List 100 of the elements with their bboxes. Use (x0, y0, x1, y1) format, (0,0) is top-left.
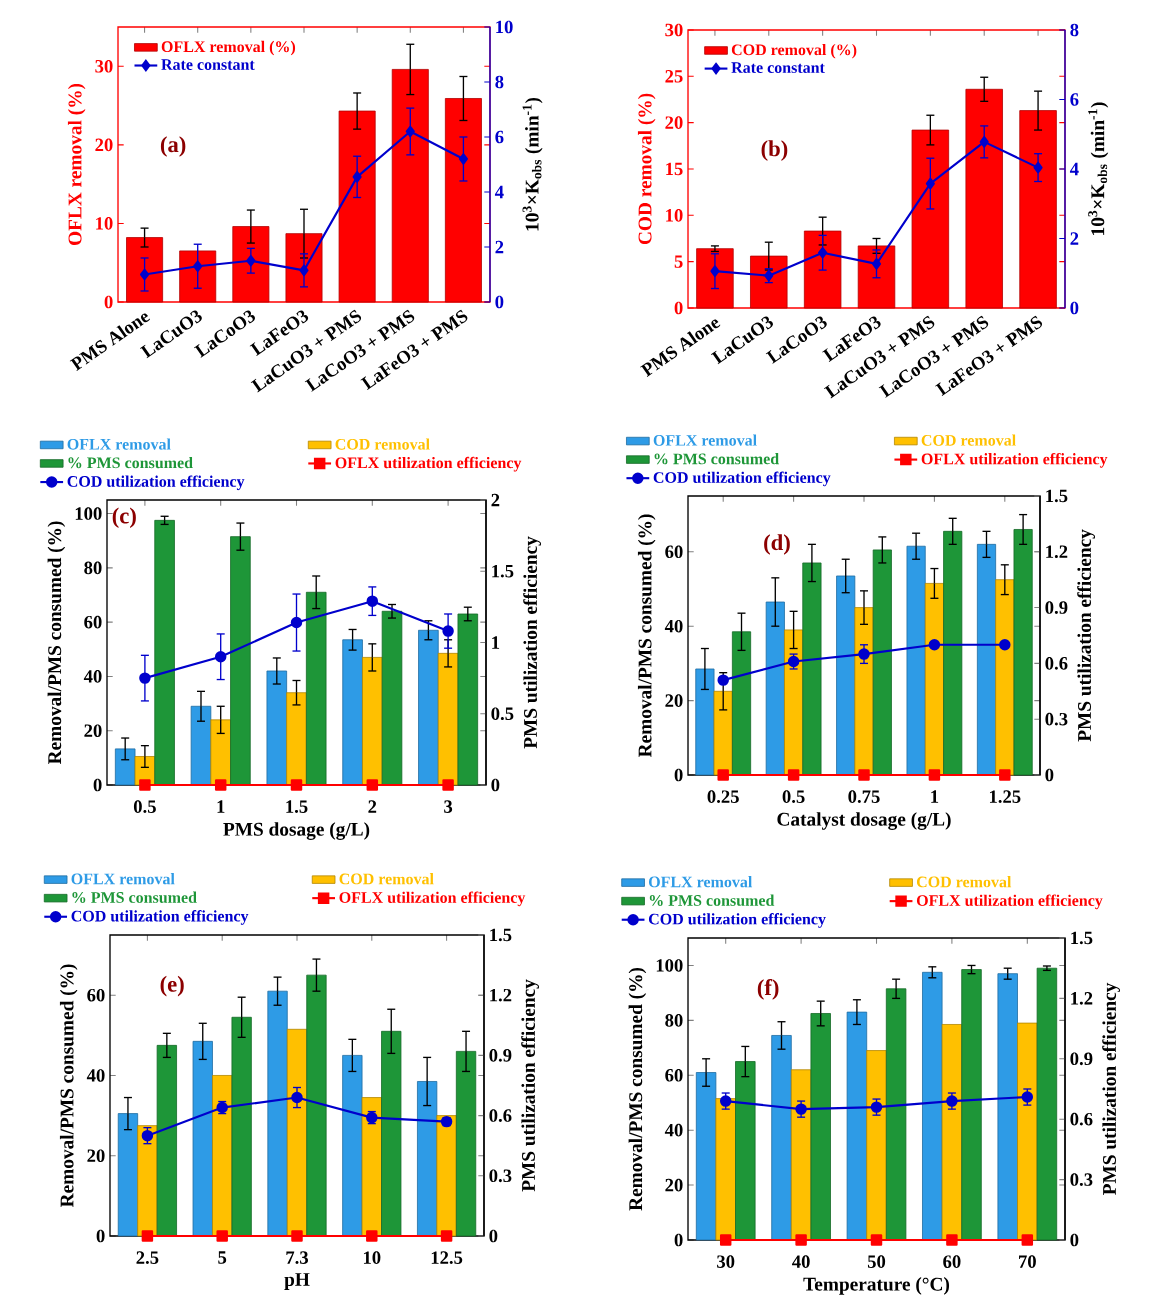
x-tick-label: 50 (867, 1255, 886, 1268)
y2-tick-label: 1 (492, 636, 500, 649)
point (193, 260, 203, 272)
y2-tick-label: 0.6 (1045, 657, 1068, 670)
y-tick-label: 60 (87, 988, 105, 1002)
bar (231, 1016, 252, 1237)
point (352, 171, 362, 183)
point (928, 769, 941, 781)
point (1033, 161, 1043, 174)
y2-tick-label: 10 (496, 20, 513, 34)
annotation: (b) (761, 140, 788, 161)
y-tick-label: 25 (665, 70, 683, 83)
y-tick-label: 20 (665, 1178, 683, 1192)
point (710, 265, 720, 277)
x-tick-label: 1.25 (989, 790, 1021, 803)
x-axis-title: Catalyst dosage (g/L) (777, 812, 951, 830)
point (366, 1230, 378, 1242)
y-axis-title: COD removal (%) (637, 93, 656, 245)
point (946, 1234, 958, 1246)
bar (361, 1097, 382, 1237)
y2-tick-label: 0.6 (1070, 1112, 1093, 1126)
bar (436, 1115, 457, 1237)
bar (342, 1055, 363, 1237)
y-tick-label: 80 (84, 561, 102, 575)
legend-label: OFLX utilization efficiency (339, 891, 526, 907)
y2-tick-label: 2 (491, 493, 500, 507)
bar (381, 610, 403, 786)
point (928, 639, 941, 651)
point (405, 125, 415, 138)
y2-tick-label: 1.5 (492, 564, 514, 578)
bar (976, 543, 997, 776)
y2-tick-label: 6 (495, 130, 504, 144)
point (290, 616, 303, 629)
legend-label: COD utilization efficiency (71, 910, 249, 925)
bar (1017, 1022, 1038, 1241)
bar (417, 1081, 438, 1237)
y2-axis-title: PMS utilization efficiency (521, 979, 539, 1192)
point (442, 779, 454, 791)
y2-axis-title: PMS utilization efficiency (523, 536, 541, 749)
point (717, 674, 729, 686)
y-tick-label: 10 (666, 209, 683, 222)
legend-label: OFLX utilization efficiency (335, 456, 522, 472)
y2-tick-label: 1.2 (1046, 545, 1068, 559)
bar (866, 1050, 887, 1241)
y2-tick-label: 0 (491, 778, 500, 792)
bar (943, 530, 963, 776)
bar (731, 631, 752, 776)
bar (1013, 529, 1033, 776)
point (214, 651, 227, 663)
y-tick-label: 20 (84, 724, 102, 738)
point (925, 177, 935, 190)
annotation: (f) (757, 978, 779, 1000)
annotation: (c) (112, 507, 136, 529)
y-tick-label: 30 (95, 59, 113, 73)
legend-label: COD removal (339, 873, 434, 885)
legend-label: COD utilization efficiency (67, 475, 245, 491)
y-tick-label: 20 (665, 116, 683, 129)
legend-label: COD utilization efficiency (648, 913, 826, 928)
bar (735, 1061, 756, 1241)
legend-label: Rate constant (161, 59, 255, 70)
point (141, 1230, 154, 1242)
bar (695, 668, 715, 776)
point (214, 779, 227, 791)
y2-tick-label: 4 (494, 185, 504, 199)
y2-axis-title: PMS utilization efficiency (1102, 982, 1120, 1195)
y-tick-label: 20 (95, 138, 113, 152)
y-axis-title: Removal/PMS consumed (%) (47, 521, 66, 765)
bar (212, 1075, 233, 1237)
y-axis-title: Removal/PMS consumed (%) (628, 967, 647, 1211)
y2-tick-label: 0.3 (1070, 1173, 1093, 1186)
point (366, 595, 379, 607)
legend-label: % PMS consumed (72, 891, 197, 903)
y-tick-label: 40 (86, 1069, 105, 1082)
bar (1036, 967, 1058, 1241)
y2-tick-label: 0 (1045, 768, 1054, 782)
bar (156, 1044, 177, 1237)
y2-tick-label: 0 (495, 295, 504, 309)
y2-tick-label: 1.2 (490, 988, 512, 1002)
y-tick-label: 0 (674, 1233, 683, 1247)
x-tick-label: 40 (792, 1255, 810, 1268)
y2-tick-label: 0.3 (489, 1169, 512, 1183)
point (870, 1234, 883, 1246)
y2-tick-label: 2 (1070, 232, 1079, 245)
point (1021, 1234, 1034, 1246)
y-tick-label: 0 (674, 301, 683, 315)
y-tick-label: 100 (75, 507, 102, 520)
bar (306, 974, 327, 1237)
legend-label: COD removal (916, 876, 1012, 888)
bar (192, 1040, 213, 1237)
annotation: (d) (764, 534, 790, 555)
legend-label: COD removal (%) (731, 43, 857, 59)
x-tick-label: 1 (931, 790, 939, 803)
point (216, 1230, 228, 1242)
point (795, 1234, 807, 1246)
y2-tick-label: 1.5 (1046, 489, 1068, 503)
bar (885, 988, 907, 1241)
y-tick-label: 0 (104, 295, 113, 309)
legend-label: OFLX removal (653, 434, 757, 446)
point (299, 264, 309, 277)
bar (846, 1011, 868, 1241)
